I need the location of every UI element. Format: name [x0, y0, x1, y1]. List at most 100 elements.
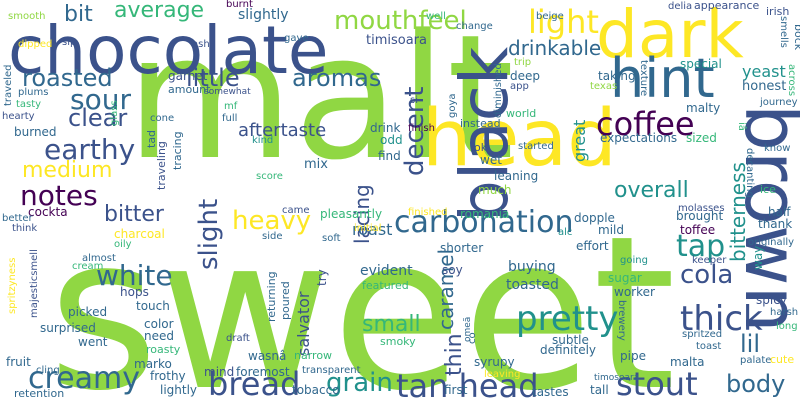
word-stout: stout	[616, 365, 698, 400]
word-carbonation: carbonation	[394, 205, 574, 240]
word-aftertaste: aftertaste	[238, 120, 327, 141]
word-great: great	[570, 119, 589, 162]
word-burned: burned	[14, 125, 57, 139]
word-malty: malty	[686, 101, 721, 115]
word-wet: wet	[480, 153, 502, 167]
word-dipped: dipped	[18, 39, 53, 50]
word-deep: deep	[510, 69, 540, 83]
word-oily: oily	[114, 239, 132, 250]
word-delia: delia	[668, 1, 693, 12]
word-appearance: appearance	[694, 0, 760, 12]
word-tobacco: tobacco	[292, 383, 340, 397]
word-toffee: toffee	[680, 223, 716, 237]
word-find: find	[378, 149, 401, 163]
word-spritzyness: spritzyness	[7, 257, 18, 314]
word-trip: trip	[514, 57, 532, 68]
word-cling: cling	[36, 365, 60, 376]
word-mouthfeel: mouthfeel	[334, 6, 467, 36]
word-try: try	[315, 269, 329, 286]
word-alc: alc	[558, 227, 573, 238]
word-toast: toast	[696, 341, 722, 352]
word-lightly: lightly	[160, 383, 198, 397]
word-timosoara: timosoara	[594, 373, 640, 383]
word-harsh: harsh	[770, 307, 799, 318]
word-beige: beige	[536, 11, 564, 22]
word-omea: omeã	[463, 316, 473, 342]
word-went: went	[78, 335, 108, 349]
word-foremost: foremost	[236, 365, 290, 379]
word-toasted: toasted	[506, 277, 559, 293]
word-know: know	[764, 143, 791, 154]
word-little: little	[186, 64, 240, 92]
word-subtle: subtle	[552, 333, 589, 347]
word-sip: sip	[62, 37, 77, 48]
word-smells: smells	[778, 16, 789, 48]
word-slightly: slightly	[238, 7, 289, 23]
word-retention: retention	[14, 387, 65, 400]
word-glass: glass	[109, 100, 120, 126]
word-effort: effort	[576, 239, 609, 253]
word-going: going	[620, 255, 648, 266]
word-frothy: frothy	[150, 369, 186, 383]
word-clear: clear	[68, 104, 128, 132]
word-first: first	[444, 383, 468, 397]
word-wasna: wasnâ	[248, 349, 287, 363]
word-timisoara: timisoara	[366, 33, 427, 48]
word-plums: plums	[18, 87, 49, 98]
word-somewhat: somewhat	[204, 87, 251, 97]
word-featured: featured	[362, 279, 409, 292]
word-hint: hint	[610, 47, 715, 110]
word-sized: sized	[686, 131, 717, 145]
word-texture: texture	[638, 60, 649, 97]
word-mild: mild	[598, 223, 624, 237]
word-heavy: heavy	[232, 206, 312, 236]
word-think: think	[12, 223, 38, 234]
word-brought: brought	[676, 209, 724, 223]
word-buying: buying	[508, 259, 556, 275]
word-bread: bread	[208, 365, 301, 400]
word-pipe: pipe	[620, 349, 646, 363]
word-odd: odd	[380, 133, 403, 147]
word-tap: tap	[676, 229, 726, 264]
word-draft: draft	[226, 333, 250, 344]
word-shorter: shorter	[440, 241, 484, 255]
word-irish: irish	[766, 5, 790, 18]
word-light: light	[528, 3, 599, 41]
word-kind: kind	[252, 135, 274, 146]
word-thank: thank	[758, 217, 793, 231]
word-touch: touch	[136, 299, 170, 313]
word-honest: honest	[742, 79, 787, 94]
word-side: side	[262, 231, 283, 242]
word-long: long	[776, 321, 798, 332]
word-half: half	[768, 205, 791, 219]
word-palate: palate	[740, 355, 772, 366]
word-ash: ash	[192, 39, 210, 50]
word-transparent: transparent	[302, 365, 361, 376]
word-si: si	[410, 95, 418, 106]
word-goya: goya	[447, 93, 458, 118]
word-sour: sour	[70, 83, 131, 116]
word-charcoal: charcoal	[114, 227, 165, 241]
word-chocolate: chocolate	[8, 12, 329, 89]
word-drinkable: drinkable	[508, 36, 602, 60]
word-molasses: molasses	[678, 203, 725, 214]
word-pleasantly: pleasantly	[320, 207, 383, 221]
word-roasty: roasty	[146, 343, 181, 356]
word-mind: mind	[204, 365, 235, 379]
word-tastes: tastes	[532, 385, 569, 399]
word-small: small	[362, 312, 421, 337]
word-started: started	[518, 141, 554, 152]
word-instead: instead	[460, 117, 501, 130]
word-diminished: diminished	[493, 63, 504, 118]
word-roast: roast	[352, 220, 393, 239]
word-app: app	[510, 81, 529, 92]
word-need: need	[144, 329, 174, 343]
word-smoky: smoky	[380, 335, 416, 348]
word-spicy: spicy	[756, 293, 787, 307]
word-head: head	[422, 94, 617, 184]
word-garnet: garnet	[168, 69, 208, 83]
word-syrupy: syrupy	[474, 355, 515, 369]
word-cream: cream	[72, 261, 104, 272]
word-originally: originally	[748, 237, 795, 248]
